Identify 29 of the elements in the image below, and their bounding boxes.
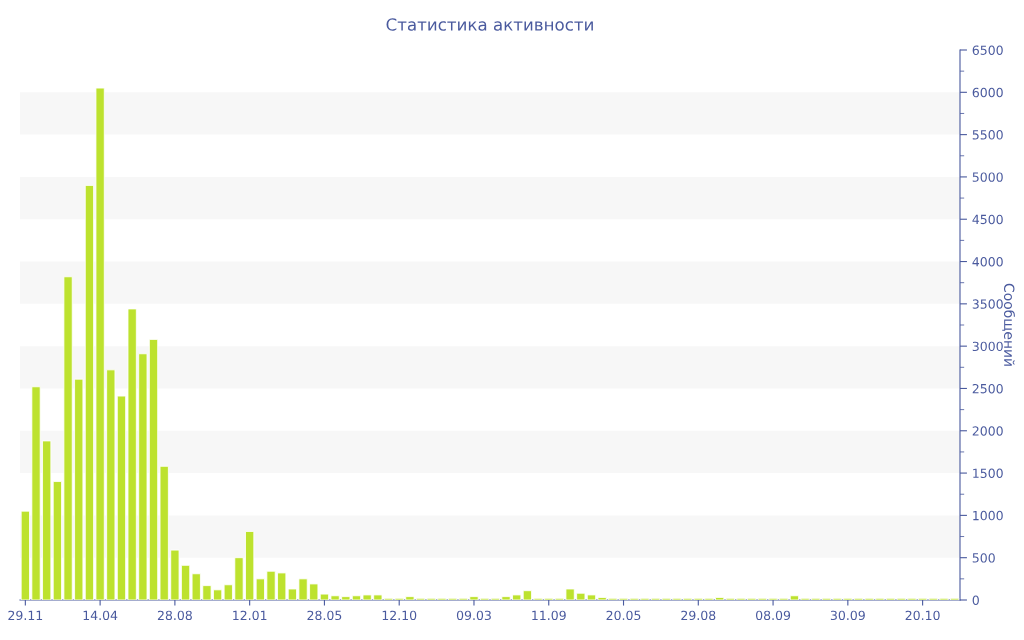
x-tick-label: 12.10 [382, 610, 417, 621]
y-tick-label: 2500 [972, 383, 1003, 394]
y-tick-label: 0 [972, 595, 979, 605]
y-tick-label: 1500 [973, 468, 1003, 478]
x-tick-label: 30.09 [830, 610, 865, 621]
y-tick-label: 4500 [972, 214, 1003, 225]
x-tick-label: 11.09 [532, 610, 566, 621]
y-tick-label: 500 [972, 553, 995, 563]
x-tick-label: 28.08 [157, 610, 192, 621]
y-tick-label: 5000 [972, 172, 1003, 182]
y-tick-label: 1000 [973, 510, 1003, 521]
x-tick-label: 12.01 [233, 610, 267, 621]
x-tick-label: 20.10 [905, 610, 940, 621]
chart-title: Статистика активности [386, 18, 593, 31]
x-tick-label: 28.05 [307, 610, 342, 621]
x-tick-label: 29.08 [681, 610, 716, 621]
y-tick-label: 4000 [972, 257, 1003, 267]
y-tick-label: 3000 [972, 341, 1003, 352]
x-tick-label: 09.03 [456, 610, 491, 621]
y-tick-label: 6000 [972, 87, 1003, 98]
y-tick-label: 3500 [972, 299, 1003, 309]
x-tick-label: 20.05 [606, 610, 641, 621]
y-tick-label: 6500 [972, 45, 1003, 55]
x-tick-label: 08.09 [756, 610, 791, 621]
y-tick-label: 5500 [972, 130, 1003, 140]
x-tick-label: 29.11 [8, 610, 43, 621]
x-tick-label: 14.04 [83, 610, 118, 621]
y-axis-title: Сообщений [1002, 283, 1015, 366]
y-tick-label: 2000 [972, 426, 1003, 436]
